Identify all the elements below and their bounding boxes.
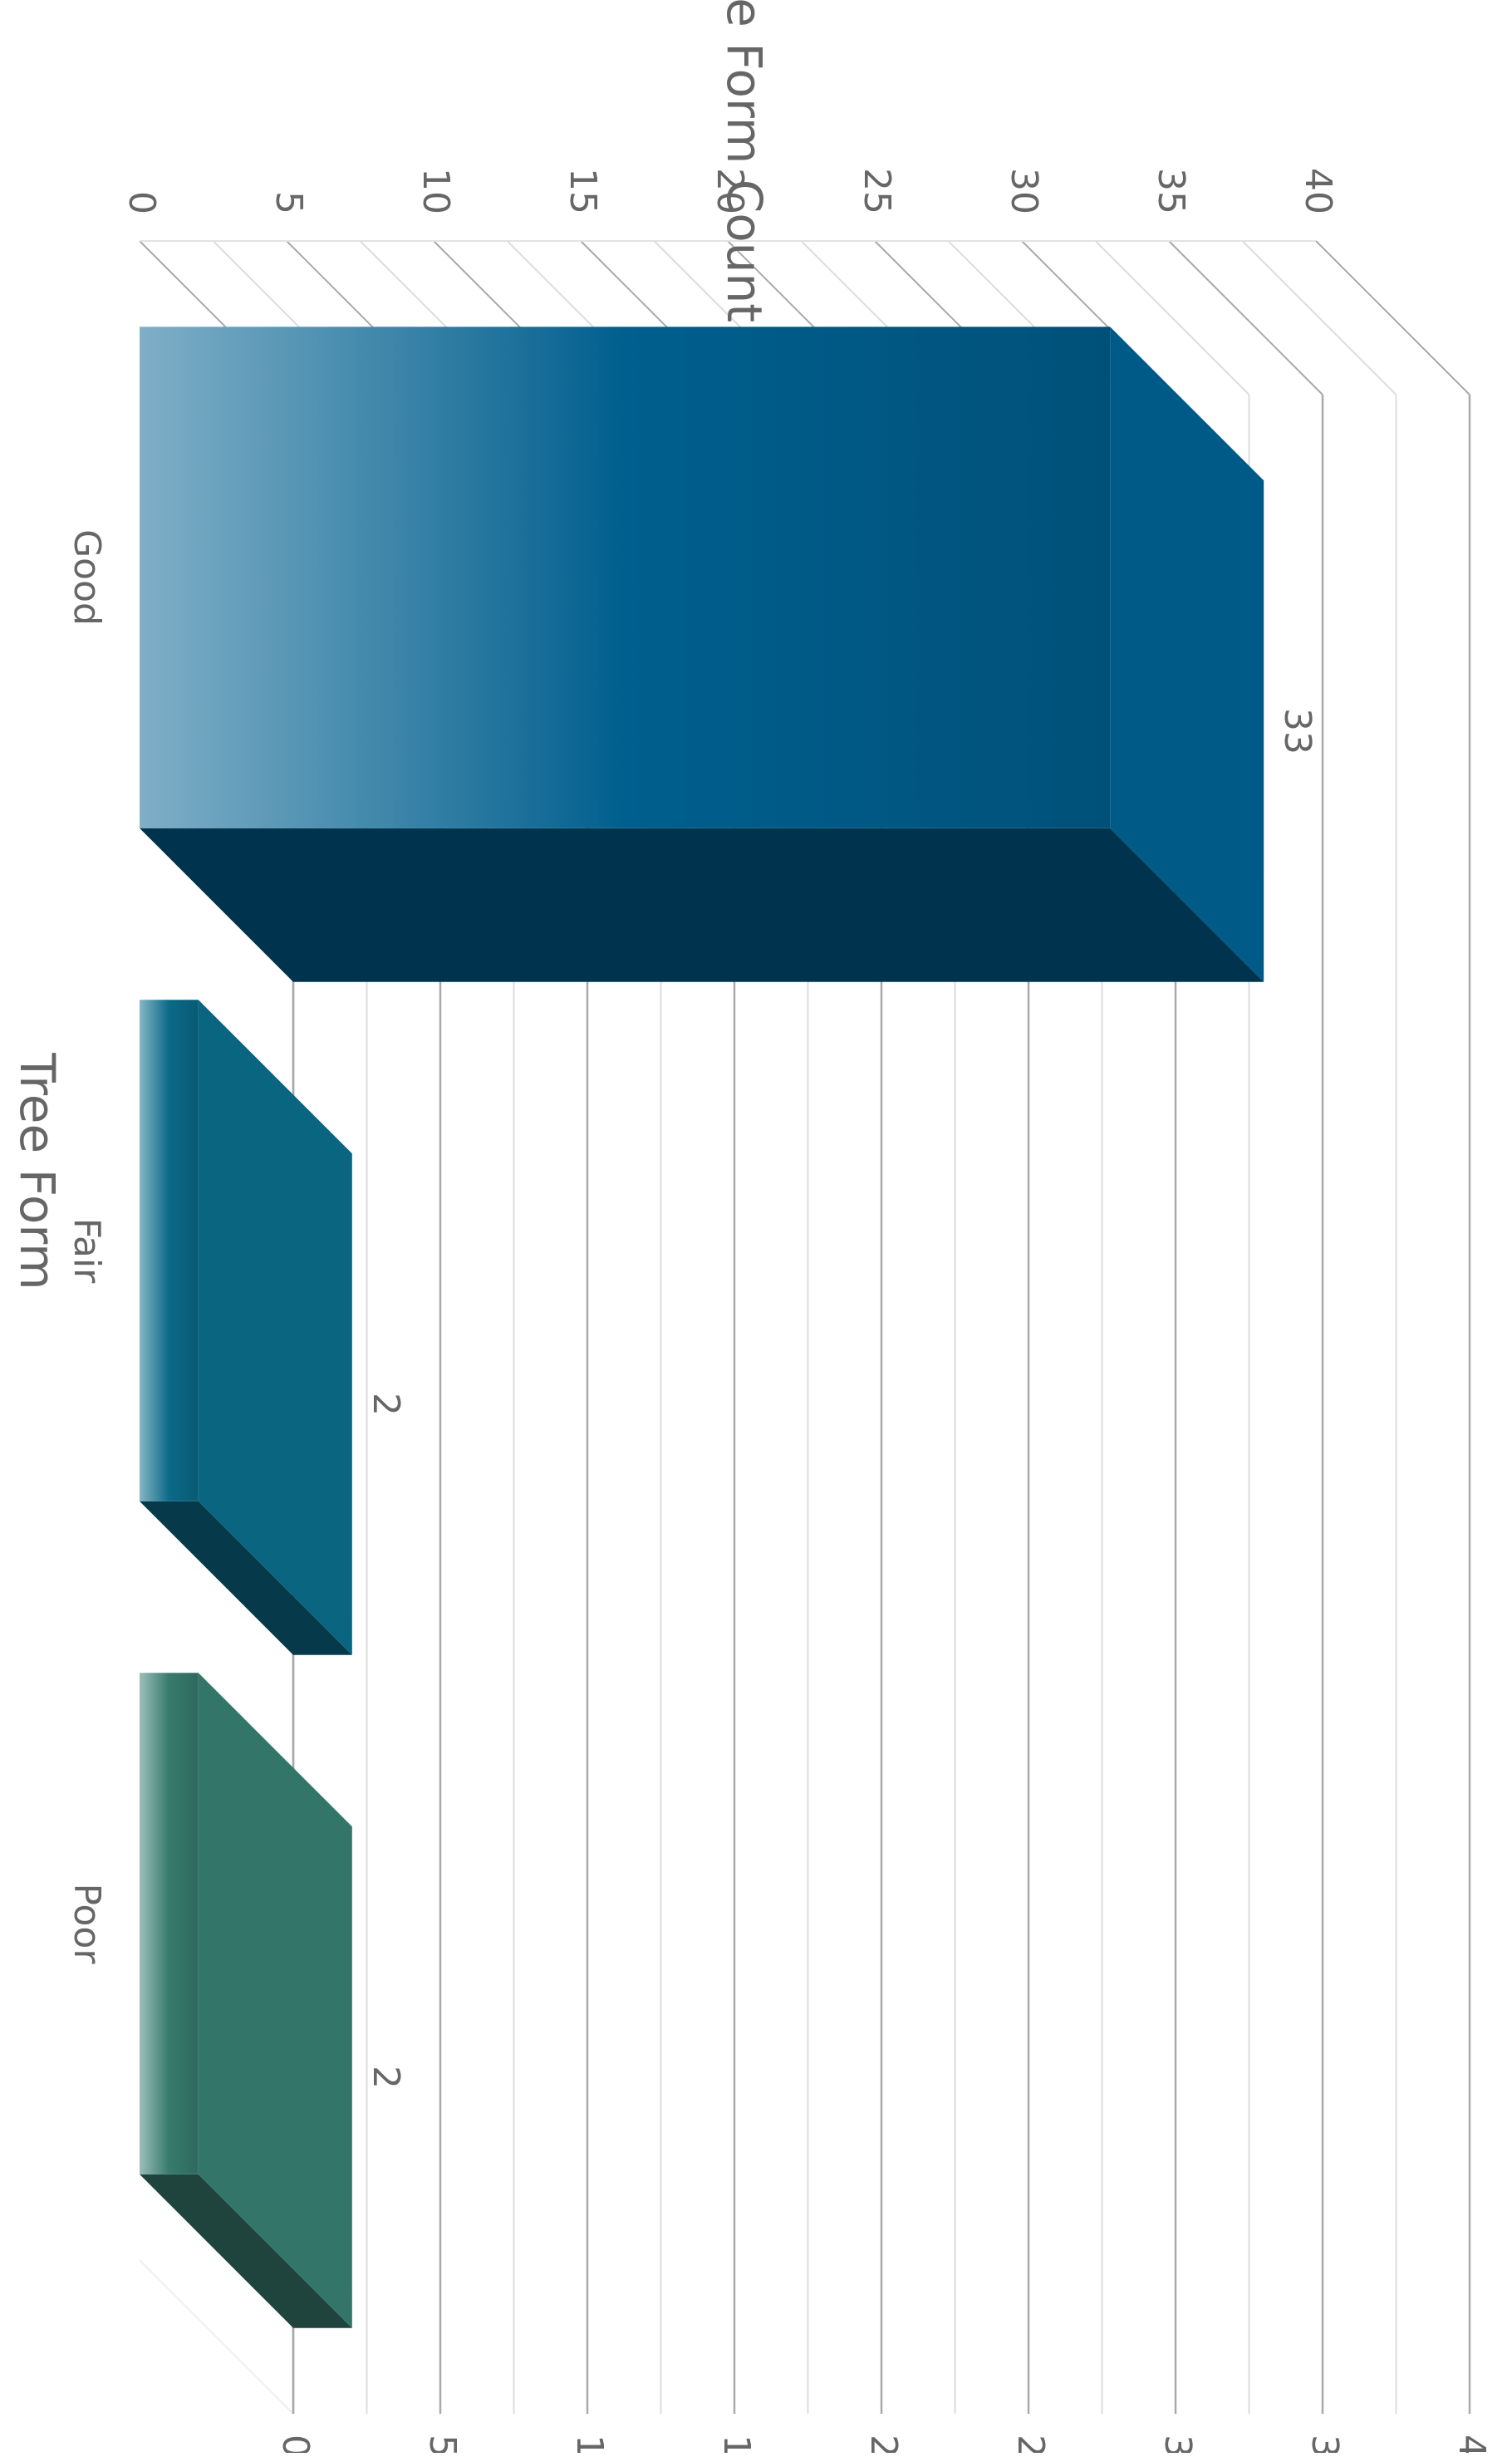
gridline xyxy=(1094,240,1250,396)
bar-side-fair xyxy=(140,1501,352,1655)
gridline xyxy=(1315,240,1470,396)
y-tick-label: 15 xyxy=(562,168,604,214)
y-tick-label: 0 xyxy=(120,191,163,214)
y-tick-label-back: 0 xyxy=(274,2435,317,2453)
wall-edge xyxy=(139,2259,294,2415)
bar-good xyxy=(140,327,1111,828)
data-label-poor: 2 xyxy=(365,2066,407,2089)
gridline xyxy=(1241,240,1397,396)
gridline xyxy=(1168,240,1323,396)
y-tick-label: 20 xyxy=(709,168,751,214)
y-tick-label: 30 xyxy=(1003,168,1045,214)
y-tick-label-back: 30 xyxy=(1156,2435,1199,2453)
y-tick-label-back: 15 xyxy=(715,2435,758,2453)
y-tick-label: 25 xyxy=(856,168,898,214)
bar-side-poor xyxy=(140,2174,352,2328)
y-tick-label: 10 xyxy=(415,168,457,214)
y-tick-label-back: 40 xyxy=(1451,2435,1493,2453)
y-tick-label-back: 20 xyxy=(862,2435,905,2453)
data-label-fair: 2 xyxy=(365,1393,407,1416)
data-label-good: 33 xyxy=(1276,708,1318,754)
bar-side-good xyxy=(140,828,1264,982)
y-tick-label: 35 xyxy=(1150,168,1192,214)
y-tick-label-back: 5 xyxy=(421,2435,464,2453)
bar-fair xyxy=(140,1000,199,1501)
category-label-good: Good xyxy=(66,529,108,626)
bar-top-fair xyxy=(198,1000,352,1655)
bar-poor xyxy=(140,1673,199,2174)
bar-top-good xyxy=(1110,327,1264,982)
category-label-fair: Fair xyxy=(66,1218,108,1284)
x-axis-title: Tree Form xyxy=(9,1052,66,1290)
y-tick-label-back: 35 xyxy=(1303,2435,1346,2453)
category-label-poor: Poor xyxy=(66,1884,108,1965)
y-tick-label: 5 xyxy=(268,191,310,214)
y-tick-label-back: 10 xyxy=(568,2435,611,2453)
bar-top-poor xyxy=(198,1673,352,2328)
y-axis-title: Tree Form Count xyxy=(716,0,773,322)
y-tick-label: 40 xyxy=(1297,168,1339,214)
y-tick-label-back: 25 xyxy=(1009,2435,1052,2453)
